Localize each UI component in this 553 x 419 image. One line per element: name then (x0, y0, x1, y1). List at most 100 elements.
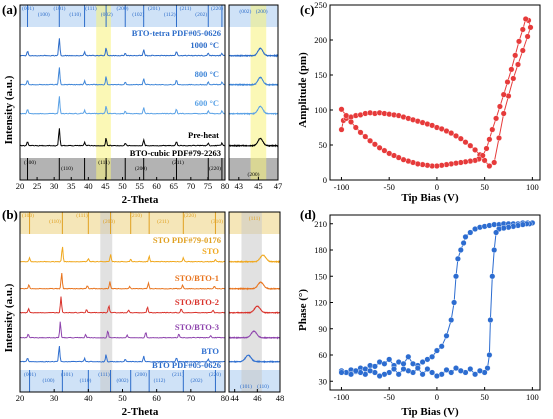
panel-b-curve-label-2: STO/BTO-2 (175, 297, 219, 307)
panel-a-top-hkl-label: (202) (195, 11, 207, 18)
panel-d-xtick-label: 50 (480, 392, 489, 402)
panel-b-zoom-trace-2 (228, 305, 281, 315)
panel-d-data-point (400, 366, 407, 373)
panel-c-data-point (462, 139, 469, 146)
panel-d-frame (329, 214, 541, 391)
panel-d-ytick-label: 60 (319, 350, 328, 360)
panel-b-trace-4 (19, 345, 226, 363)
panel-b-bottom-hkl-label: (002) (117, 377, 129, 384)
panel-c-data-point (371, 141, 378, 148)
panel-d-data-point (419, 371, 426, 378)
panel-d-data-point (352, 367, 359, 374)
panel-a-xtick-label: 55 (135, 181, 144, 191)
panel-c: Amplitude (pm) Tip Bias (V) -100 -50 0 50 10… (297, 0, 541, 204)
panel-b-bottom-ref-band (20, 370, 225, 392)
panel-a-top-hkl-label: (220) (211, 5, 223, 12)
panel-a-zoom-xtick-label: 47 (274, 181, 283, 191)
panel-c-xlabel: Tip Bias (V) (401, 192, 459, 204)
panel-a-zoom-bottom-hkl-label: (200) (248, 171, 260, 178)
panel-b-zoom-bottom-hkl-label: (110) (257, 383, 269, 390)
panel-d-data-point (453, 365, 460, 372)
panel-b-xlabel: 2-Theta (122, 406, 159, 418)
panel-d-data-point (338, 369, 345, 376)
panel-a-xtick-label: 65 (170, 181, 179, 191)
panel-c-data-point (522, 16, 529, 23)
panel-d-data-point (484, 365, 491, 372)
panel-c-data-point (527, 24, 534, 31)
panel-b-curve-label-3: STO/BTO-3 (175, 322, 219, 332)
panel-a-xtick-label: 45 (101, 181, 110, 191)
panel-b-zoom-trace-0 (228, 254, 281, 264)
panel-b-bottom-hkl-label: (200) (135, 371, 147, 378)
panel-d-data-point (367, 367, 374, 374)
panel-d-data-point (419, 359, 426, 366)
panel-d-data-point (472, 371, 479, 378)
panel-a-xtick-label: 60 (152, 181, 161, 191)
panel-a-bottom-hkl-label: (200) (135, 165, 147, 172)
panel-a-xtick-label: 80 (221, 181, 230, 191)
panel-c-data-point (376, 144, 383, 151)
panel-b-ylabel: Intensity (a.u.) (3, 283, 15, 352)
panel-b-top-hkl-label: (110) (49, 218, 61, 225)
panel-a-xtick-label: 70 (187, 181, 196, 191)
panel-a-top-ref-band (20, 5, 225, 27)
panel-d-data-point (467, 366, 474, 373)
panel-c-data-point (515, 61, 522, 68)
panel-c-data-point (386, 150, 393, 157)
panel-a-bottom-hkl-label: (111) (98, 159, 110, 166)
panel-a-zoom-xtick-label: 43 (235, 181, 244, 191)
panel-b-zoom-frame (228, 211, 281, 393)
panel-b-bottom-hkl-label: (211) (172, 371, 184, 378)
panel-b-bottom-hkl-label: (101) (61, 371, 73, 378)
panel-d-data-point (381, 360, 388, 367)
panel-c-data-point (348, 118, 355, 125)
panel-b-highlight-region (100, 212, 113, 392)
panel-a-trace-3 (19, 128, 226, 147)
panel-d-data-point (448, 369, 455, 376)
panel-b-bottom-hkl-label: (220) (209, 371, 221, 378)
panel-d-ytick-label: 210 (314, 219, 327, 229)
panel-d-ytick-label: 180 (314, 245, 327, 255)
panel-d-data-point (433, 373, 440, 380)
panel-b-xtick-label: 40 (84, 393, 93, 403)
panel-c-data-point (472, 146, 479, 153)
panel-c-data-point (381, 147, 388, 154)
panel-c-data-point (491, 159, 498, 166)
panel-c-data-point (357, 129, 364, 136)
panel-a-zoom-top-hkl-label: (200) (256, 8, 268, 15)
panel-a-curve-label-2: 600 °C (195, 98, 219, 108)
panel-c-data-point (519, 47, 526, 54)
panel-d-xtick-label: 100 (526, 392, 539, 402)
panel-c-data-point (489, 126, 496, 133)
panel-d-data-point (487, 317, 494, 324)
panel-c-data-point (508, 66, 515, 73)
panel-c-data-point (467, 142, 474, 149)
panel-b-trace-0 (19, 246, 226, 263)
panel-c-data-point (457, 135, 464, 142)
panel-b-top-hkl-label: (200) (103, 218, 115, 225)
panel-b-xtick-label: 60 (152, 393, 161, 403)
panel-b-curve-label-1: STO/BTO-1 (175, 273, 219, 283)
panel-a-xtick-label: 35 (67, 181, 76, 191)
panel-b-ref-bottom-name: BTO PDF#05-0626 (152, 360, 221, 370)
panel-a-zoom-trace-1 (228, 76, 279, 87)
panel-a-xtick-label: 75 (204, 181, 213, 191)
panel-b-xtick-label: 20 (16, 393, 25, 403)
panel-c-data-point (362, 133, 369, 140)
panel-a-xtick-label: 40 (84, 181, 93, 191)
panel-b-top-hkl-label: (220) (184, 212, 196, 219)
panel-b-bottom-hkl-label: (110) (80, 377, 92, 384)
panel-a-ref-top-name: BTO-tetra PDF#05-0626 (132, 28, 221, 38)
panel-a-xtick-label: 50 (118, 181, 127, 191)
panel-d-data-point (453, 273, 460, 280)
panel-a-bottom-hkl-label: (110) (61, 165, 73, 172)
panel-b-xtick-label: 30 (50, 393, 59, 403)
panel-a-top-hkl-label: (211) (180, 5, 192, 12)
panel-c-frame (329, 4, 541, 181)
panel-d-data-point (386, 356, 393, 363)
panel-c-data-point (496, 103, 503, 110)
panel-b-label: (b) (2, 207, 18, 222)
panel-c-data-point (479, 152, 486, 159)
panel-b-top-hkl-label: (100) (22, 212, 34, 219)
